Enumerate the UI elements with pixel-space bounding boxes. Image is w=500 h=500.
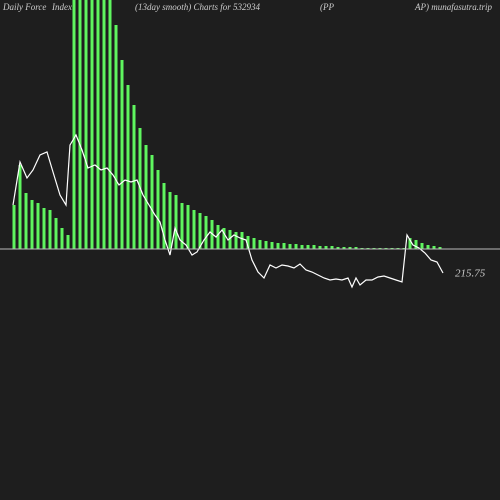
bar	[54, 218, 58, 249]
bar	[12, 205, 16, 249]
bar	[18, 165, 22, 249]
bar	[168, 192, 172, 249]
bar	[270, 242, 274, 249]
bar	[246, 236, 250, 249]
bar	[312, 245, 316, 249]
bar	[174, 195, 178, 249]
bar	[102, 0, 106, 249]
bar	[408, 238, 412, 249]
bar	[222, 228, 226, 249]
bar	[36, 203, 40, 249]
title-part: (13day smooth) Charts for 532934	[135, 2, 261, 12]
last-value-label: 215.75	[455, 268, 486, 280]
bar	[72, 0, 76, 249]
bar	[108, 0, 112, 249]
bar	[288, 244, 292, 249]
bar	[300, 245, 304, 249]
force-line	[12, 133, 444, 289]
bar	[234, 232, 238, 249]
bar	[258, 240, 262, 249]
bar	[306, 245, 310, 249]
bar	[24, 193, 28, 249]
bar	[432, 246, 436, 249]
bar	[162, 183, 166, 249]
bar	[264, 241, 268, 249]
bar	[144, 145, 148, 249]
title-part: (PP	[320, 2, 334, 12]
bar	[66, 235, 70, 249]
bar	[96, 0, 100, 249]
title-part: Daily Force	[2, 2, 46, 12]
bar	[324, 246, 328, 249]
bar	[204, 216, 208, 249]
bar	[330, 246, 334, 249]
bar	[438, 247, 442, 249]
bar	[84, 0, 88, 249]
title-part: AP) munafasutra.trip	[414, 2, 493, 12]
bar	[240, 232, 244, 249]
bar	[348, 247, 352, 249]
bar	[114, 25, 118, 249]
bar	[318, 246, 322, 249]
title-part: Index	[51, 2, 72, 12]
bar	[156, 170, 160, 249]
bar	[42, 208, 46, 249]
bar	[78, 0, 82, 249]
bar	[180, 203, 184, 249]
bar	[126, 85, 130, 249]
bar	[420, 243, 424, 249]
bar	[282, 243, 286, 249]
bar	[342, 247, 346, 249]
bar	[132, 105, 136, 249]
bar	[90, 0, 94, 249]
bar	[210, 220, 214, 249]
bar	[228, 230, 232, 249]
bar	[48, 210, 52, 249]
bar	[414, 240, 418, 249]
bar	[276, 243, 280, 249]
bar	[186, 205, 190, 249]
bar	[198, 213, 202, 249]
bar	[252, 238, 256, 249]
bar	[354, 247, 358, 249]
bar	[192, 210, 196, 249]
bar	[150, 155, 154, 249]
bar	[30, 200, 34, 249]
bar	[120, 60, 124, 249]
bar	[336, 247, 340, 249]
bar	[426, 245, 430, 249]
bar	[60, 228, 64, 249]
bar	[216, 225, 220, 249]
bar	[294, 244, 298, 249]
